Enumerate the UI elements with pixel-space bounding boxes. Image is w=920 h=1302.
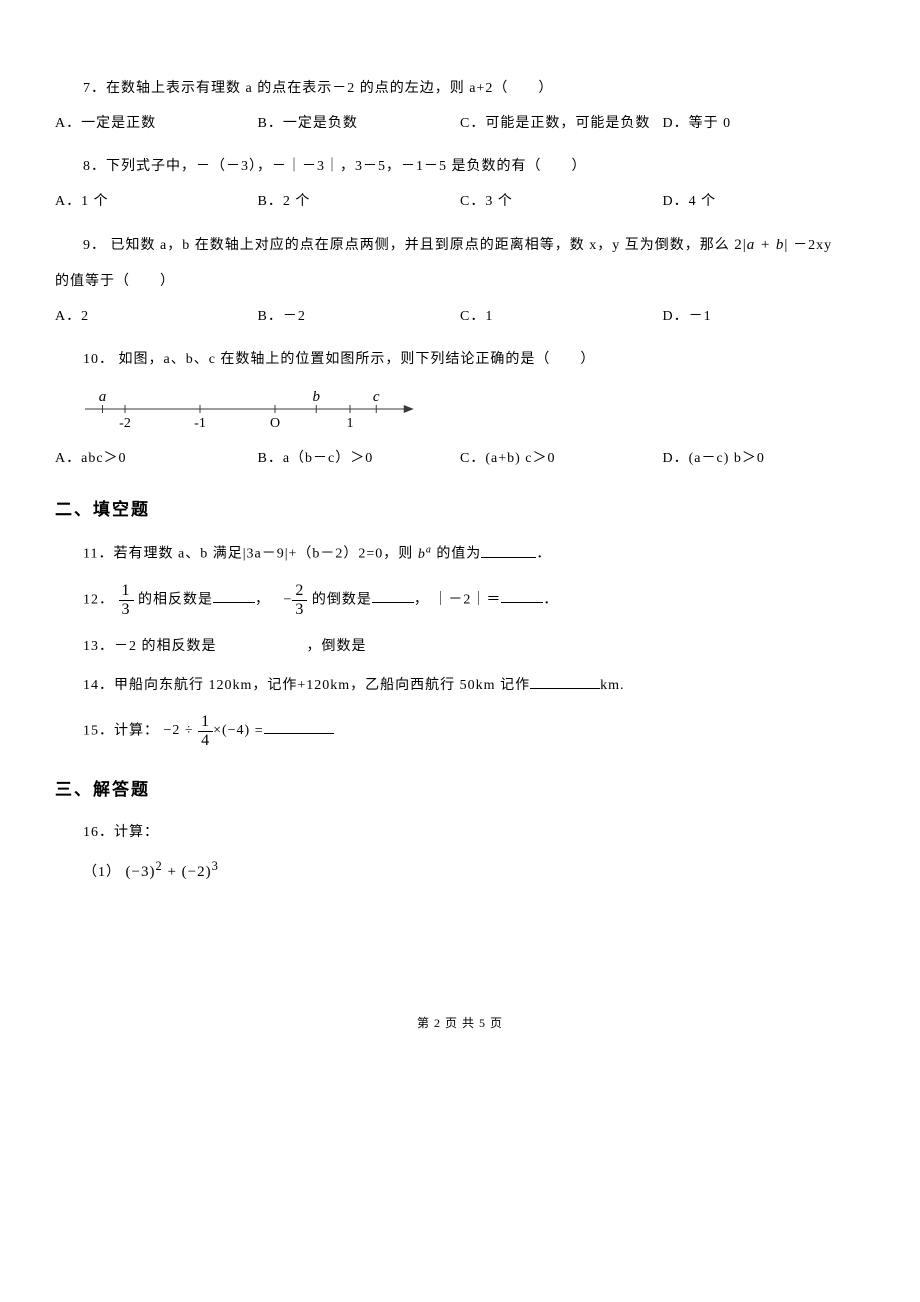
q10-option-b: B．a（b－c）＞0 xyxy=(258,448,461,469)
q15-rest: ×(−4) xyxy=(213,723,250,738)
question-14: 14．甲船向东航行 120km，记作+120km，乙船向西航行 50km 记作 k… xyxy=(55,675,865,696)
q15-eq: = xyxy=(255,723,264,738)
q9-option-c: C．1 xyxy=(460,306,663,327)
q8-option-d: D．4 个 xyxy=(663,191,866,212)
question-9: 9． 已知数 a，b 在数轴上对应的点在原点两侧，并且到原点的距离相等，数 x，… xyxy=(55,234,865,257)
svg-text:b: b xyxy=(313,389,321,405)
question-10-options: A．abc＞0 B．a（b－c）＞0 C．(a+b) c＞0 D．(a－c) b… xyxy=(55,448,865,469)
svg-text:-2: -2 xyxy=(119,416,131,431)
q9-option-b: B．－2 xyxy=(258,306,461,327)
svg-text:a: a xyxy=(99,389,107,405)
q9-right: －2xy xyxy=(793,238,832,253)
q12-c2: ， xyxy=(414,592,429,607)
question-16: 16．计算： xyxy=(55,822,865,843)
q7-option-d: D．等于 0 xyxy=(663,113,866,134)
section-solve: 三、解答题 xyxy=(55,777,865,803)
q16-sublabel: （1） xyxy=(83,865,121,880)
question-9-options: A．2 B．－2 C．1 D．－1 xyxy=(55,306,865,327)
q7-option-b: B．一定是负数 xyxy=(258,113,461,134)
q11-blank xyxy=(481,557,536,558)
q15-fnum: 1 xyxy=(198,714,213,731)
q12-f2-den: 3 xyxy=(292,600,307,618)
q7-option-a: A．一定是正数 xyxy=(55,113,258,134)
question-8: 8．下列式子中，－（－3），－｜－3｜，3－5，－1－5 是负数的有（ ） xyxy=(55,156,865,177)
q9-coef: 2 xyxy=(734,237,743,253)
section-fill-blank: 二、填空题 xyxy=(55,497,865,523)
q8-option-b: B．2 个 xyxy=(258,191,461,212)
q16-expr: (−3)2 + (−2)3 xyxy=(126,864,219,880)
q12-frac-2: 23 xyxy=(292,583,307,618)
q8-option-c: C．3 个 xyxy=(460,191,663,212)
q14-blank xyxy=(530,688,600,689)
q12-blank-3 xyxy=(501,602,543,603)
question-7: 7．在数轴上表示有理数 a 的点在表示－2 的点的左边，则 a+2（ ） xyxy=(55,78,865,99)
q12-f1-den: 3 xyxy=(119,600,134,618)
q12-f2-num: 2 xyxy=(292,583,307,600)
q12-frac-1: 13 xyxy=(119,583,134,618)
q12-c1: ， xyxy=(255,592,270,607)
q9-expr: 2|a + b| xyxy=(734,237,793,253)
q11-exp: ba xyxy=(418,547,437,562)
q12-abs: ｜－2｜＝ xyxy=(433,592,501,607)
question-12: 12． 13 的相反数是， −23 的倒数是， ｜－2｜＝． xyxy=(83,583,865,618)
q9-post: 的值等于（ ） xyxy=(55,271,865,292)
q10-option-c: C．(a+b) c＞0 xyxy=(460,448,663,469)
q12-f1-num: 1 xyxy=(119,583,134,600)
svg-text:-1: -1 xyxy=(194,416,206,431)
q15-fden: 4 xyxy=(198,731,213,749)
q14-pre: 14．甲船向东航行 120km，记作+120km，乙船向西航行 50km 记作 xyxy=(83,678,530,693)
number-line-diagram: -2 -1 O 1 a b c xyxy=(85,384,465,434)
svg-text:O: O xyxy=(270,416,280,431)
q12-label: 12． xyxy=(83,592,114,607)
q15-neg2: −2 ÷ xyxy=(164,723,199,738)
q8-option-a: A．1 个 xyxy=(55,191,258,212)
q15-label: 15．计算： xyxy=(83,723,159,738)
q9-option-d: D．－1 xyxy=(663,306,866,327)
q12-mid1: 的相反数是 xyxy=(138,592,213,607)
svg-text:c: c xyxy=(373,389,380,405)
q10-option-d: D．(a－c) b＞0 xyxy=(663,448,866,469)
q12-neg: − xyxy=(284,592,293,607)
q9-pre: 9． 已知数 a，b 在数轴上对应的点在原点两侧，并且到原点的距离相等，数 x，… xyxy=(83,238,730,253)
question-11: 11．若有理数 a、b 满足|3a－9|+（b－2）2=0，则 ba 的值为． xyxy=(55,542,865,565)
question-13: 13．－2 的相反数是 ，倒数是 xyxy=(55,636,865,657)
q12-mid2: 的倒数是 xyxy=(312,592,372,607)
q7-option-c: C．可能是正数，可能是负数 xyxy=(460,113,663,134)
question-16-sub1: （1） (−3)2 + (−2)3 xyxy=(83,857,865,884)
question-7-options: A．一定是正数 B．一定是负数 C．可能是正数，可能是负数 D．等于 0 xyxy=(55,113,865,134)
q12-blank-1 xyxy=(213,602,255,603)
q12-blank-2 xyxy=(372,602,414,603)
q11-post: 的值为 xyxy=(436,547,481,562)
question-8-options: A．1 个 B．2 个 C．3 个 D．4 个 xyxy=(55,191,865,212)
q11-base: b xyxy=(418,547,426,562)
question-10: 10． 如图，a、b、c 在数轴上的位置如图所示，则下列结论正确的是（ ） xyxy=(55,349,865,370)
q9-option-a: A．2 xyxy=(55,306,258,327)
question-15: 15．计算： −2 ÷ 14×(−4) = xyxy=(83,714,865,749)
svg-text:1: 1 xyxy=(347,416,354,431)
page-footer: 第 2 页 共 5 页 xyxy=(55,1014,865,1032)
q11-sup: a xyxy=(426,544,432,555)
q10-option-a: A．abc＞0 xyxy=(55,448,258,469)
q9-abs: a + b xyxy=(747,237,785,253)
q15-frac: 14 xyxy=(198,714,213,749)
q15-expr: −2 ÷ 14×(−4) xyxy=(164,723,255,738)
q11-pre: 11．若有理数 a、b 满足|3a－9|+（b－2）2=0，则 xyxy=(83,547,413,562)
q15-blank xyxy=(264,733,334,734)
q14-unit: km. xyxy=(600,678,624,693)
